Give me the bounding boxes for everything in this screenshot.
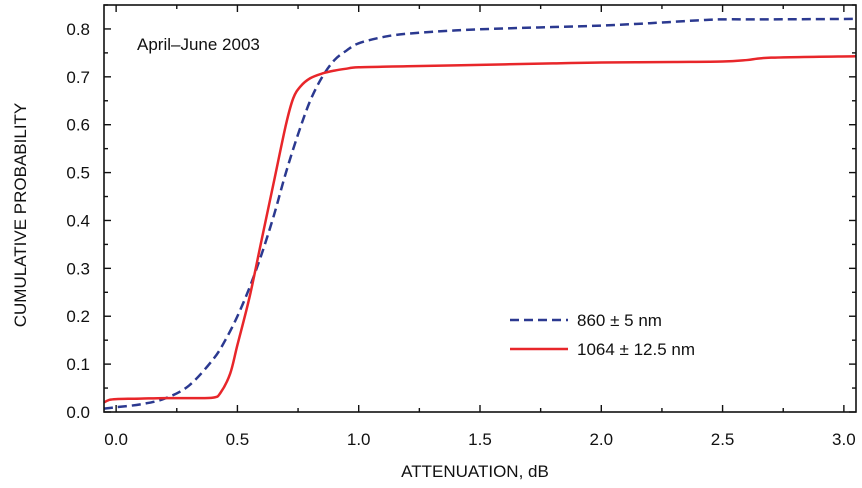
x-axis-title: ATTENUATION, dB	[401, 462, 549, 481]
x-tick-label: 0.5	[226, 430, 250, 449]
plot-frame	[103, 4, 857, 413]
legend-label-860nm: 860 ± 5 nm	[577, 311, 662, 330]
y-tick-label: 0.1	[66, 355, 90, 374]
y-tick-label: 0.3	[66, 259, 90, 278]
y-tick-label: 0.5	[66, 164, 90, 183]
y-tick-label: 0.4	[66, 211, 90, 230]
x-tick-label: 1.0	[347, 430, 371, 449]
x-tick-label: 2.0	[589, 430, 613, 449]
x-tick-label: 0.0	[104, 430, 128, 449]
x-tick-label: 1.5	[468, 430, 492, 449]
y-tick-label: 0.7	[66, 68, 90, 87]
legend-label-1064nm: 1064 ± 12.5 nm	[577, 340, 695, 359]
legend: 860 ± 5 nm 1064 ± 12.5 nm	[510, 311, 695, 359]
y-tick-label: 0.6	[66, 116, 90, 135]
series-line-860nm	[104, 17, 856, 410]
x-tick-label: 2.5	[711, 430, 735, 449]
series-line-1064nm	[104, 54, 856, 404]
y-tick-label: 0.0	[66, 403, 90, 422]
tick-labels: 0.0 0.5 1.0 1.5 2.0 2.5 3.0 0.0 0.1 0.2 0.3 0.4 0.5 0…	[66, 20, 855, 449]
plot-lines	[104, 17, 856, 410]
y-tick-label: 0.8	[66, 20, 90, 39]
x-tick-label: 3.0	[832, 430, 856, 449]
y-axis-title: CUMULATIVE PROBABILITY	[11, 103, 30, 328]
chart-annotation: April–June 2003	[137, 35, 260, 54]
y-tick-label: 0.2	[66, 307, 90, 326]
